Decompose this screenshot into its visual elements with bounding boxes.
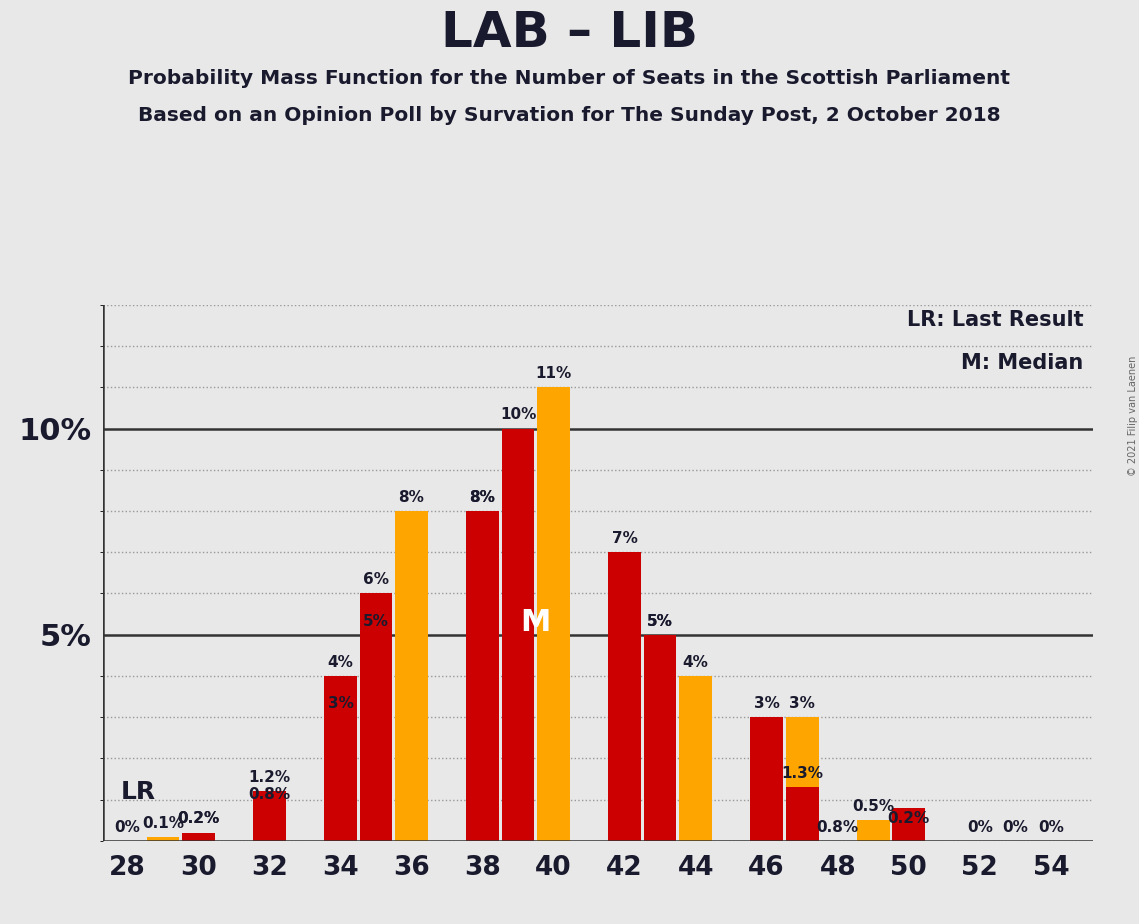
Bar <box>466 511 499 841</box>
Text: 7%: 7% <box>612 531 638 546</box>
Text: 3%: 3% <box>328 696 353 711</box>
Text: 0.8%: 0.8% <box>248 786 290 802</box>
Text: 0%: 0% <box>114 820 140 834</box>
Text: 0%: 0% <box>1038 820 1064 834</box>
Bar <box>644 635 677 841</box>
Bar <box>608 553 641 841</box>
Text: 6%: 6% <box>363 572 390 588</box>
Text: 1.2%: 1.2% <box>248 771 290 785</box>
Bar <box>253 791 286 841</box>
Bar <box>644 635 677 841</box>
Bar <box>325 676 357 841</box>
Bar <box>538 387 570 841</box>
Text: 0.2%: 0.2% <box>178 811 220 826</box>
Text: Probability Mass Function for the Number of Seats in the Scottish Parliament: Probability Mass Function for the Number… <box>129 69 1010 89</box>
Bar <box>395 511 428 841</box>
Bar <box>893 808 925 841</box>
Bar <box>466 511 499 841</box>
Bar <box>679 676 712 841</box>
Bar <box>893 833 925 841</box>
Text: Based on an Opinion Poll by Survation for The Sunday Post, 2 October 2018: Based on an Opinion Poll by Survation fo… <box>138 106 1001 126</box>
Bar <box>501 429 534 841</box>
Text: 0%: 0% <box>967 820 993 834</box>
Text: LR: Last Result: LR: Last Result <box>907 310 1083 330</box>
Text: 5%: 5% <box>647 614 673 628</box>
Bar <box>325 717 357 841</box>
Text: 8%: 8% <box>399 490 425 505</box>
Text: 8%: 8% <box>469 490 495 505</box>
Text: 5%: 5% <box>647 614 673 628</box>
Text: 10%: 10% <box>500 407 536 422</box>
Text: 3%: 3% <box>789 696 816 711</box>
Bar <box>857 821 890 841</box>
Bar <box>253 808 286 841</box>
Text: 0%: 0% <box>1002 820 1029 834</box>
Text: 3%: 3% <box>754 696 779 711</box>
Text: M: Median: M: Median <box>961 353 1083 373</box>
Bar <box>751 717 782 841</box>
Bar <box>147 837 179 841</box>
Bar <box>360 635 392 841</box>
Text: 0.2%: 0.2% <box>887 811 929 826</box>
Text: 5%: 5% <box>363 614 388 628</box>
Text: 11%: 11% <box>535 366 572 382</box>
Text: 0.8%: 0.8% <box>817 820 859 834</box>
Text: 0.2%: 0.2% <box>178 811 220 826</box>
Text: 4%: 4% <box>328 655 353 670</box>
Text: 0.5%: 0.5% <box>852 799 894 814</box>
Text: © 2021 Filip van Laenen: © 2021 Filip van Laenen <box>1129 356 1138 476</box>
Bar <box>786 717 819 841</box>
Text: LAB – LIB: LAB – LIB <box>441 9 698 57</box>
Bar <box>786 787 819 841</box>
Text: 8%: 8% <box>469 490 495 505</box>
Bar <box>360 593 392 841</box>
Text: 0.1%: 0.1% <box>142 816 183 831</box>
Text: LR: LR <box>121 780 155 804</box>
Text: 1.3%: 1.3% <box>781 766 823 781</box>
Text: M: M <box>521 608 551 637</box>
Bar <box>182 833 215 841</box>
Bar <box>182 833 215 841</box>
Text: 4%: 4% <box>682 655 708 670</box>
